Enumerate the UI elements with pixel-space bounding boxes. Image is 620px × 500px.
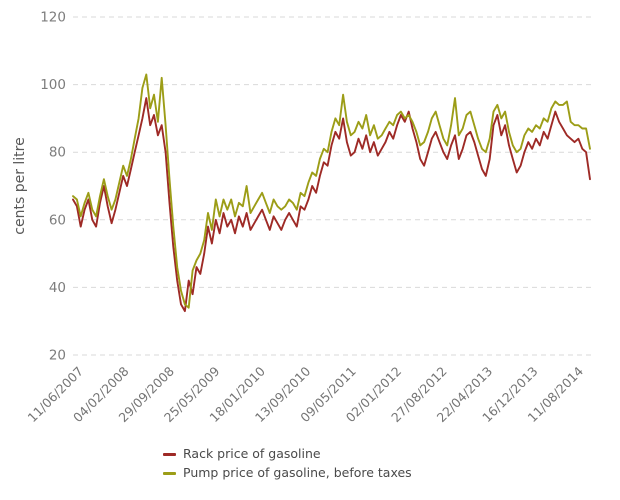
chart-legend: Rack price of gasoline Pump price of gas… [163,447,412,480]
x-axis-tick-labels: 11/06/200704/02/200829/09/200825/05/2009… [25,363,587,425]
rack-price-line [72,97,591,313]
pump-price-line-swatch [163,471,176,475]
pump-price-line [72,73,591,309]
price-line-chart: 20 40 60 80 100 120 11/06/200704/02/200829/09… [12,10,595,425]
series-lines [72,73,591,313]
y-tick-label-20: 20 [49,348,66,364]
legend-label-rack-price: Rack price of gasoline [183,446,321,461]
y-tick-label-40: 40 [49,280,66,296]
y-axis-title: cents per litre [12,137,28,234]
gridlines [73,16,595,356]
y-tick-label-120: 120 [40,10,66,26]
y-tick-label-100: 100 [40,77,66,93]
legend-label-pump-price: Pump price of gasoline, before taxes [183,465,412,480]
y-tick-label-60: 60 [49,212,66,228]
y-tick-label-80: 80 [49,145,66,161]
y-axis-tick-labels: 20 40 60 80 100 120 [40,10,66,364]
rack-price-line-swatch [163,452,176,456]
legend-item-rack-price: Rack price of gasoline [163,447,412,461]
legend-item-pump-price: Pump price of gasoline, before taxes [163,466,412,480]
